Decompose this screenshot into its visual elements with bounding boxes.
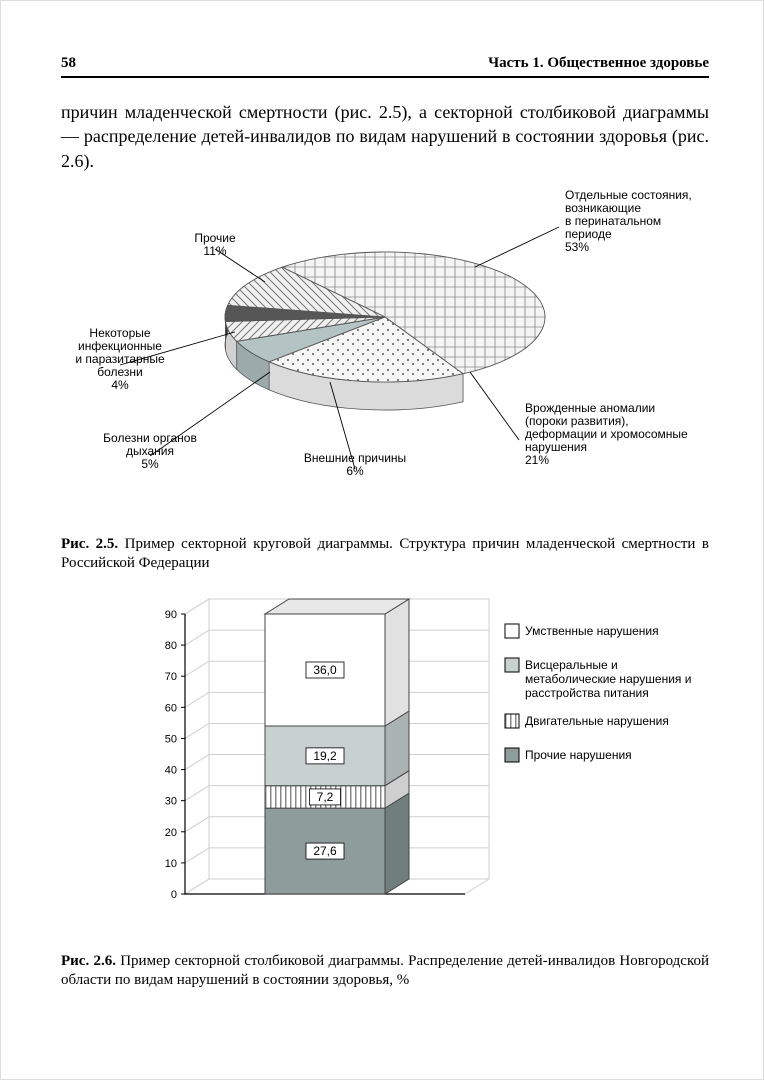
section-title: Часть 1. Общественное здоровье — [488, 55, 709, 72]
y-tick-label: 80 — [165, 640, 177, 652]
pie-label: Отдельные состояния,возникающиев перинат… — [565, 188, 692, 254]
pie-label: Врожденные аномалии(пороки развития),деф… — [525, 401, 688, 467]
bar-side — [385, 793, 409, 894]
caption-2-6: Рис. 2.6. Пример секторной столбиковой д… — [61, 952, 709, 991]
pie-label: Болезни органовдыхания5% — [103, 431, 197, 471]
caption-2-6-prefix: Рис. 2.6. — [61, 953, 116, 969]
y-tick-label: 60 — [165, 702, 177, 714]
legend-swatch — [505, 624, 519, 638]
caption-2-6-text: Пример секторной столбиковой диаграммы. … — [61, 953, 709, 989]
leader-line — [475, 227, 559, 267]
page: 58 Часть 1. Общественное здоровье причин… — [0, 0, 764, 1080]
y-tick-label: 90 — [165, 609, 177, 621]
y-tick-label: 10 — [165, 858, 177, 870]
legend-swatch — [505, 658, 519, 672]
value-label: 27,6 — [313, 844, 337, 858]
bar-top — [265, 599, 409, 614]
value-label: 7,2 — [317, 790, 334, 804]
pie-label: Прочие11% — [194, 231, 236, 258]
page-number: 58 — [61, 55, 76, 72]
y-tick-label: 30 — [165, 796, 177, 808]
y-tick-label: 50 — [165, 733, 177, 745]
leader-line — [470, 372, 519, 440]
y-tick-label: 70 — [165, 671, 177, 683]
y-tick-label: 20 — [165, 827, 177, 839]
caption-2-5: Рис. 2.5. Пример секторной круговой диаг… — [61, 535, 709, 574]
legend-label: Прочие нарушения — [525, 748, 632, 762]
legend-label: Умственные нарушения — [525, 624, 659, 638]
y-tick-label: 40 — [165, 764, 177, 776]
bar-side — [385, 599, 409, 726]
legend-swatch — [505, 748, 519, 762]
figure-2-5-pie: Отдельные состояния,возникающиев перинат… — [61, 187, 709, 507]
value-label: 19,2 — [313, 749, 337, 763]
body-paragraph: причин младенческой смертности (рис. 2.5… — [61, 100, 709, 173]
legend-label: Висцеральные иметаболические нарушения и… — [525, 658, 691, 700]
y-tick-label: 0 — [171, 889, 177, 901]
value-label: 36,0 — [313, 663, 337, 677]
caption-2-5-prefix: Рис. 2.5. — [61, 536, 118, 552]
caption-2-5-text: Пример секторной круговой диаграммы. Стр… — [61, 536, 709, 572]
pie-label: Некоторыеинфекционныеи паразитарныеболез… — [75, 326, 165, 392]
legend-label: Двигательные нарушения — [525, 714, 669, 728]
running-header: 58 Часть 1. Общественное здоровье — [61, 55, 709, 78]
figure-2-6-bar: 0 10 20 30 40 50 60 70 80 90 27,6 7,2 19,2 36,0 Умстве… — [61, 594, 709, 924]
pie-label: Внешние причины6% — [304, 451, 406, 478]
legend-swatch — [505, 714, 519, 728]
